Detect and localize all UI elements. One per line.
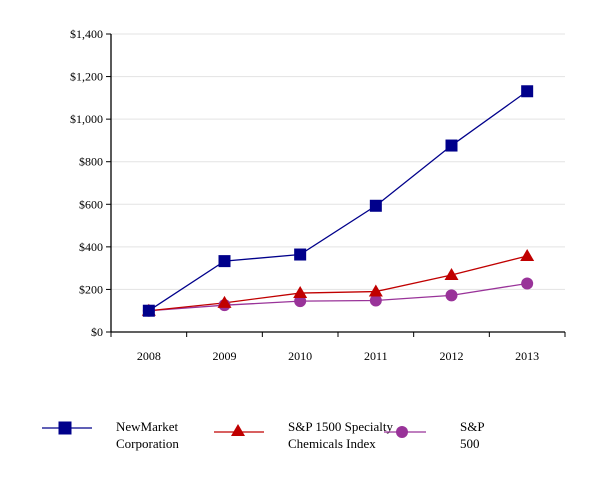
y-tick-label: $0: [91, 325, 103, 339]
y-tick-label: $1,400: [70, 27, 103, 41]
y-tick-label: $1,000: [70, 112, 103, 126]
legend: NewMarket Corporation S&P 1500 Specialty…: [0, 418, 598, 468]
x-tick-label: 2012: [440, 349, 464, 363]
x-tick-label: 2010: [288, 349, 312, 363]
data-point-square: [521, 85, 534, 98]
data-point-circle: [521, 277, 534, 290]
legend-item-sp1500: S&P 1500 Specialty Chemicals Index: [212, 418, 393, 454]
gridlines: [111, 33, 565, 290]
data-point-circle: [369, 294, 382, 307]
series-line: [148, 90, 528, 312]
data-point-triangle: [368, 284, 383, 297]
y-tick-label: $200: [79, 282, 103, 296]
data-point-circle: [445, 289, 458, 302]
data-point-square: [218, 255, 231, 268]
data-point-square: [369, 199, 382, 212]
data-point-square: [142, 304, 155, 317]
x-axis: 2008 2009 2010 2011 2012 2013: [110, 331, 566, 363]
x-tick-label: 2013: [515, 349, 539, 363]
series-line: [148, 282, 528, 312]
line-chart: $0 $200 $400 $600 $800 $1,000 $1,200 $1,400 200…: [70, 27, 566, 363]
x-tick-label: 2008: [137, 349, 161, 363]
data-point-circle: [294, 295, 307, 308]
y-tick-label: $1,200: [70, 70, 103, 84]
legend-item-sp500: S&P 500: [384, 418, 485, 454]
series-layer: [141, 85, 535, 317]
data-point-triangle: [217, 295, 232, 308]
x-tick-label: 2009: [213, 349, 237, 363]
legend-swatch-circle-icon: [384, 426, 426, 438]
series-line: [148, 255, 528, 312]
legend-label-newmarket: NewMarket Corporation: [116, 419, 179, 451]
legend-swatch-triangle-icon: [214, 424, 264, 436]
data-point-triangle: [293, 286, 308, 299]
y-tick-label: $800: [79, 155, 103, 169]
data-point-triangle: [444, 267, 459, 280]
data-point-triangle: [520, 249, 535, 262]
legend-swatch-square-icon: [42, 421, 92, 435]
legend-label-sp1500: S&P 1500 Specialty Chemicals Index: [288, 419, 393, 451]
x-tick-label: 2011: [364, 349, 388, 363]
y-tick-label: $400: [79, 240, 103, 254]
y-tick-label: $600: [79, 197, 103, 211]
legend-label-sp500: S&P 500: [460, 419, 485, 451]
data-point-square: [445, 139, 458, 152]
data-point-square: [294, 248, 307, 261]
y-axis: $0 $200 $400 $600 $800 $1,000 $1,200 $1,400: [70, 27, 112, 339]
legend-item-newmarket: NewMarket Corporation: [40, 418, 179, 454]
